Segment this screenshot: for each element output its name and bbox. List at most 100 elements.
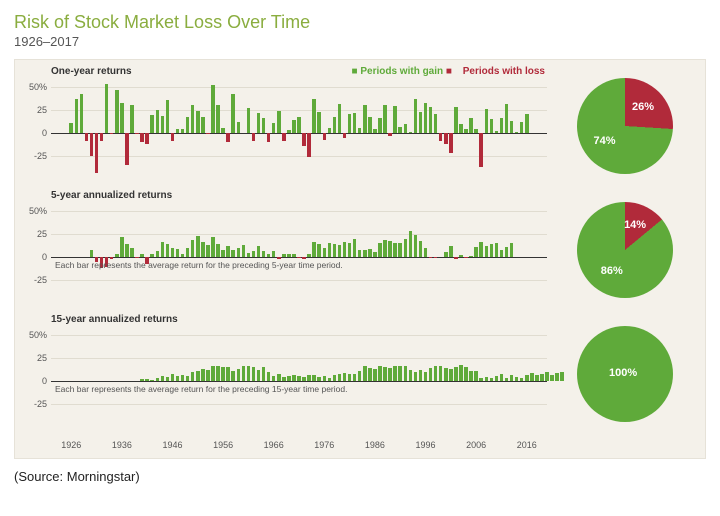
y-tick: 50% <box>29 330 47 340</box>
bar <box>439 366 443 381</box>
bar <box>378 366 382 381</box>
bar <box>368 117 372 134</box>
bar <box>383 240 387 257</box>
bar <box>100 133 104 140</box>
bar <box>500 118 504 133</box>
bar <box>257 246 261 257</box>
x-tick: 1986 <box>365 440 385 450</box>
bar <box>414 99 418 133</box>
bar <box>186 117 190 134</box>
bar <box>393 243 397 257</box>
bar <box>287 254 291 257</box>
bar <box>312 375 316 381</box>
bar <box>393 106 397 134</box>
bar <box>449 369 453 381</box>
pie-chart: 14%86% <box>577 202 673 298</box>
bar <box>231 250 235 257</box>
x-tick: 1956 <box>213 440 233 450</box>
chart-subtitle: 1926–2017 <box>14 34 706 49</box>
bar <box>388 368 392 381</box>
bar <box>333 117 337 134</box>
bar <box>500 250 504 257</box>
bar <box>257 370 261 381</box>
bar <box>434 114 438 133</box>
bar <box>358 128 362 134</box>
bar <box>545 372 549 381</box>
bar <box>226 133 230 142</box>
bar <box>363 105 367 134</box>
bar <box>353 113 357 133</box>
bar <box>449 246 453 257</box>
bar <box>156 251 160 257</box>
bar <box>221 367 225 381</box>
bar <box>262 118 266 133</box>
bar <box>540 374 544 381</box>
y-axis: -2502550% <box>19 202 49 294</box>
bar <box>150 254 154 258</box>
bar <box>560 372 564 381</box>
bar <box>429 257 433 258</box>
bar <box>297 376 301 382</box>
bar <box>495 376 499 382</box>
bar <box>479 378 483 382</box>
bar <box>515 132 519 133</box>
bar <box>90 250 94 257</box>
bar <box>510 375 514 381</box>
bar <box>353 374 357 381</box>
bar <box>176 249 180 257</box>
bar <box>272 376 276 382</box>
bar <box>110 257 114 259</box>
bar <box>196 371 200 381</box>
bar <box>287 376 291 382</box>
bar <box>292 375 296 381</box>
bar <box>140 379 144 381</box>
bar <box>459 124 463 133</box>
chart-label: One-year returns <box>51 66 132 77</box>
x-tick: 1996 <box>416 440 436 450</box>
bar <box>520 378 524 382</box>
bar <box>414 235 418 257</box>
x-tick: 1926 <box>61 440 81 450</box>
bar <box>242 366 246 381</box>
bar <box>262 367 266 381</box>
bar <box>338 374 342 381</box>
bar <box>317 377 321 382</box>
chart-label: 5-year annualized returns <box>51 190 172 201</box>
bar <box>388 241 392 258</box>
bar <box>211 85 215 133</box>
bar <box>196 111 200 133</box>
bar <box>130 248 134 257</box>
bar <box>328 378 332 382</box>
bar <box>388 133 392 136</box>
bar <box>191 105 195 134</box>
bar <box>500 374 504 381</box>
bar <box>156 378 160 381</box>
y-tick: 50% <box>29 82 47 92</box>
bar <box>383 367 387 381</box>
bar <box>282 133 286 140</box>
bar <box>272 123 276 133</box>
bar <box>115 254 119 257</box>
bar <box>75 99 79 133</box>
bar <box>125 133 129 165</box>
bar <box>495 131 499 133</box>
bar <box>490 119 494 133</box>
bar <box>368 368 372 381</box>
bar <box>206 133 210 134</box>
bar <box>348 114 352 133</box>
chart-block-1: 5-year annualized returns-2502550%Each b… <box>51 190 697 310</box>
bar <box>363 250 367 257</box>
bar <box>343 133 347 138</box>
bar <box>237 122 241 133</box>
bar <box>307 254 311 258</box>
bar <box>292 120 296 133</box>
bar <box>485 109 489 133</box>
bar <box>409 231 413 257</box>
bar <box>343 242 347 258</box>
bar <box>145 133 149 144</box>
bar <box>454 107 458 133</box>
bar <box>120 237 124 257</box>
bar <box>469 371 473 381</box>
bar <box>404 124 408 133</box>
bar <box>464 257 468 258</box>
